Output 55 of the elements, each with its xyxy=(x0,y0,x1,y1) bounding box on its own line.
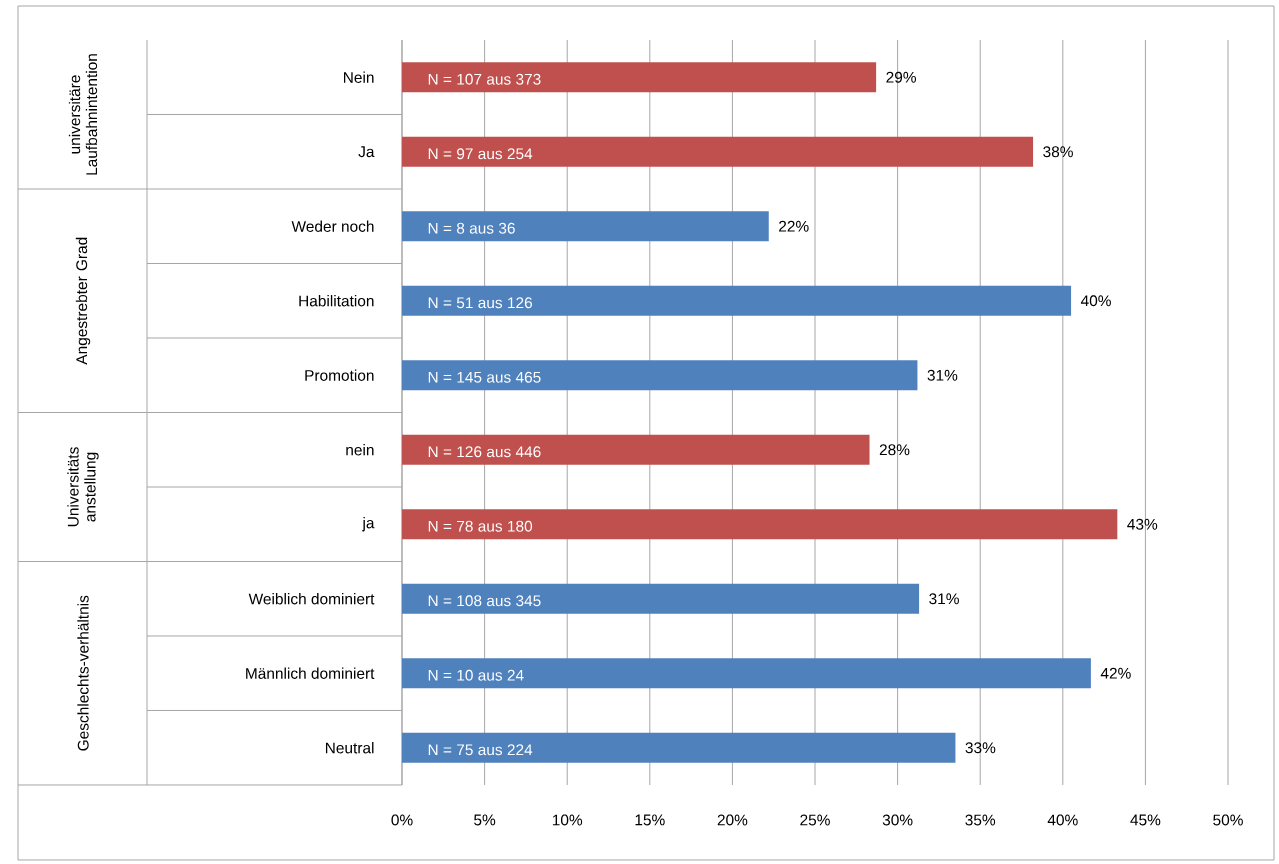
x-tick-label: 45% xyxy=(1130,814,1161,826)
y-tick-label: Habilitation xyxy=(299,295,374,307)
x-tick-label: 40% xyxy=(1047,814,1078,826)
text: Universitäts anstellung xyxy=(67,447,99,527)
bar xyxy=(402,583,920,614)
data-label: 42% xyxy=(1100,667,1131,679)
bar xyxy=(402,509,1118,540)
annotation: N = 126 aus 446 xyxy=(428,446,541,458)
data-label: 31% xyxy=(929,593,959,605)
bar xyxy=(402,732,956,763)
annotation: N = 51 aus 126 xyxy=(428,297,532,309)
x-tick-label: 20% xyxy=(717,814,748,826)
x-tick-label: 25% xyxy=(800,814,830,826)
text: universitäre Laufbahnintention xyxy=(68,54,98,175)
data-label: 22% xyxy=(779,220,809,232)
y-tick-label: Nein xyxy=(343,71,374,83)
x-tick-label: 0% xyxy=(391,814,413,826)
text: Angestrebter Grad xyxy=(75,237,91,365)
annotation: N = 75 aus 224 xyxy=(428,744,533,756)
y-tick-label: Ja xyxy=(358,146,375,158)
y-tick-label: Neutral xyxy=(325,742,374,754)
data-label: 38% xyxy=(1043,146,1073,158)
annotation: N = 10 aus 24 xyxy=(428,669,524,681)
x-tick-label: 35% xyxy=(965,814,996,826)
data-label: 29% xyxy=(886,71,916,83)
x-tick-label: 10% xyxy=(552,814,583,826)
annotation: N = 107 aus 373 xyxy=(428,73,541,85)
bar xyxy=(402,658,1091,689)
bar xyxy=(402,136,1034,167)
annotation: N = 145 aus 465 xyxy=(428,371,541,383)
y-tick-label: nein xyxy=(346,444,374,456)
annotation: N = 78 aus 180 xyxy=(428,520,533,532)
data-label: 40% xyxy=(1080,295,1111,307)
y-tick-label: Weiblich dominiert xyxy=(248,593,375,605)
y-tick-label: Promotion xyxy=(305,369,374,381)
text: Geschlechts-verhältnis xyxy=(77,595,89,751)
data-label: 28% xyxy=(879,444,910,456)
bar xyxy=(402,285,1072,316)
bar xyxy=(402,211,769,242)
x-tick-label: 50% xyxy=(1213,814,1243,826)
y-tick-label: Männlich dominiert xyxy=(246,667,375,679)
annotation: N = 8 aus 36 xyxy=(428,222,515,234)
annotation: N = 108 aus 345 xyxy=(428,595,541,607)
x-tick-label: 5% xyxy=(474,814,496,826)
bar xyxy=(402,360,918,391)
data-label: 31% xyxy=(927,369,958,381)
y-tick-label: Weder noch xyxy=(291,220,374,232)
annotation: N = 97 aus 254 xyxy=(428,148,533,160)
data-label: 43% xyxy=(1127,518,1158,530)
data-label: 33% xyxy=(965,742,996,754)
bar xyxy=(402,434,870,465)
x-tick-label: 15% xyxy=(635,814,665,826)
x-tick-label: 30% xyxy=(882,814,913,826)
bar xyxy=(402,62,877,93)
y-tick-label: ja xyxy=(362,517,375,532)
